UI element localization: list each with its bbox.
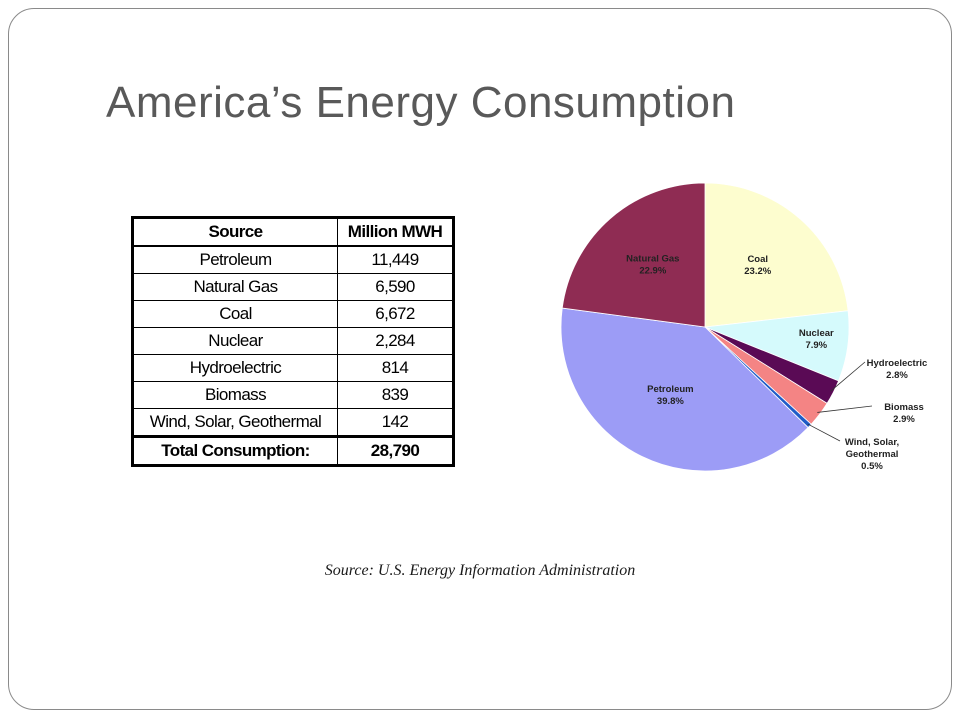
slice-label-nuclear: Nuclear 7.9%: [799, 328, 834, 351]
energy-table: Source Million MWH Petroleum 11,449 Natu…: [131, 216, 455, 467]
pie-slice-coal: [704, 182, 849, 328]
row-source: Nuclear: [132, 327, 338, 355]
table-row: Hydroelectric 814: [132, 354, 454, 382]
energy-pie-chart: Coal 23.2% Nuclear 7.9% Hydroelectric 2.8% Bio…: [560, 182, 928, 472]
slice-label-wind-solar-geothermal: Wind, Solar, Geothermal 0.5%: [845, 437, 899, 472]
leader-line-biomass: [817, 405, 873, 413]
table-total-row: Total Consumption: 28,790: [132, 435, 454, 466]
row-source: Biomass: [132, 381, 338, 409]
row-value: 6,590: [337, 273, 454, 301]
row-value: 142: [337, 408, 454, 437]
header-source: Source: [132, 217, 338, 247]
slice-label-coal: Coal 23.2%: [744, 254, 771, 277]
row-source: Hydroelectric: [132, 354, 338, 382]
table-row: Nuclear 2,284: [132, 327, 454, 355]
row-source: Petroleum: [132, 245, 338, 274]
header-million-mwh: Million MWH: [337, 217, 454, 247]
row-value: 839: [337, 381, 454, 409]
leader-line-hydroelectric: [830, 361, 866, 392]
pie-slice-petroleum: [560, 307, 809, 472]
source-note: Source: U.S. Energy Information Administ…: [324, 562, 636, 579]
slice-label-biomass: Biomass 2.9%: [884, 402, 924, 425]
slide-title: America’s Energy Consumption: [106, 78, 736, 127]
leader-line-wind-solar-geothermal: [807, 423, 841, 442]
row-source: Natural Gas: [132, 273, 338, 301]
row-source: Coal: [132, 300, 338, 328]
total-value: 28,790: [337, 435, 454, 466]
table-row: Natural Gas 6,590: [132, 273, 454, 301]
row-value: 814: [337, 354, 454, 382]
pie-slice-natural-gas: [561, 182, 706, 328]
table-row: Petroleum 11,449: [132, 245, 454, 274]
row-value: 2,284: [337, 327, 454, 355]
slice-label-petroleum: Petroleum 39.8%: [647, 384, 693, 407]
slice-label-hydroelectric: Hydroelectric 2.8%: [867, 358, 928, 381]
table-row: Biomass 839: [132, 381, 454, 409]
table-row: Coal 6,672: [132, 300, 454, 328]
row-source: Wind, Solar, Geothermal: [132, 408, 338, 437]
row-value: 6,672: [337, 300, 454, 328]
table-row: Wind, Solar, Geothermal 142: [132, 408, 454, 437]
slice-label-natural-gas: Natural Gas 22.9%: [626, 253, 679, 276]
row-value: 11,449: [337, 245, 454, 274]
total-label: Total Consumption:: [132, 435, 338, 466]
table-header-row: Source Million MWH: [132, 217, 454, 247]
